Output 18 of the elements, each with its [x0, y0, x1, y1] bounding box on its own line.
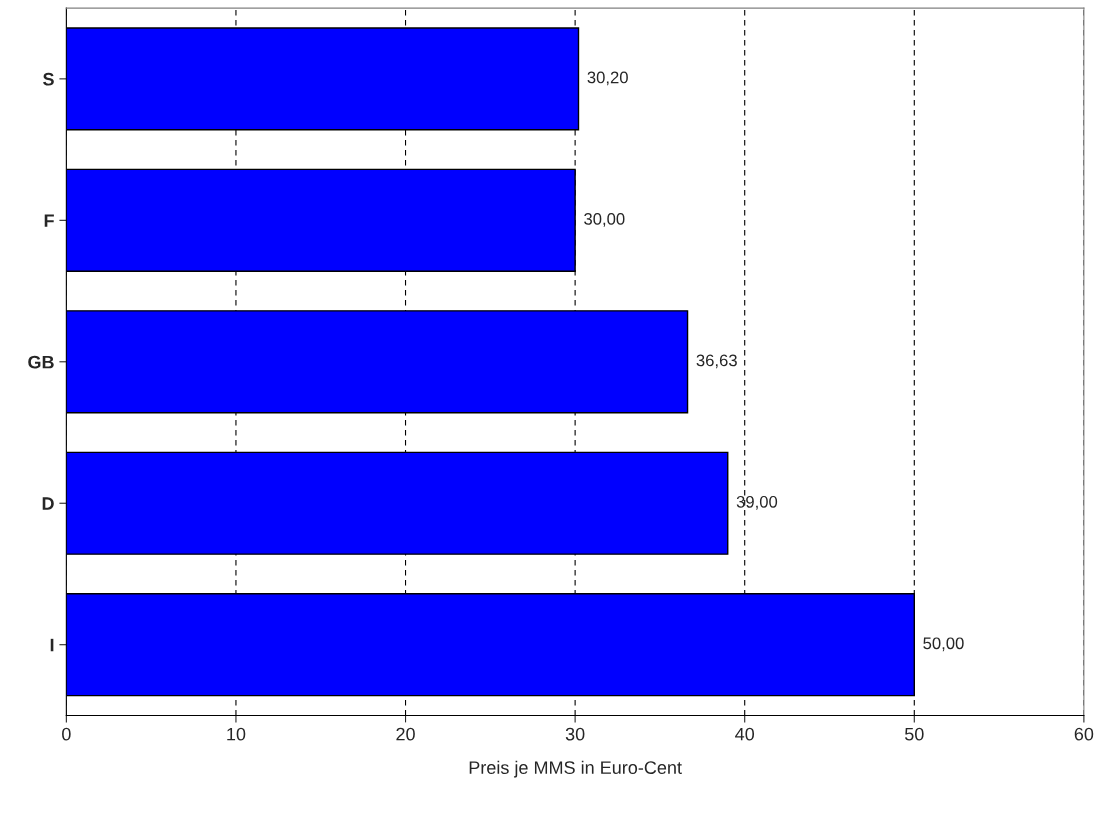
x-tick-label: 0 — [62, 727, 71, 741]
data-label: 39,00 — [736, 495, 778, 510]
y-tick-label: S — [43, 72, 54, 86]
x-axis-title: Preis je MMS in Euro-Cent — [469, 760, 682, 778]
x-tick-label: 30 — [565, 727, 585, 741]
y-tick-label: I — [50, 638, 54, 652]
x-tick-label: 60 — [1074, 727, 1094, 741]
x-tick-label: 50 — [904, 727, 924, 741]
data-label: 36,63 — [696, 354, 737, 369]
x-tick-label: 10 — [227, 727, 246, 741]
y-tick-label: D — [42, 497, 54, 510]
data-label: 50,00 — [923, 637, 964, 652]
x-tick-label: 40 — [735, 727, 755, 741]
data-label: 30,20 — [587, 71, 628, 86]
y-tick-label: F — [44, 214, 54, 227]
y-tick-label: GB — [28, 355, 54, 369]
data-label: 30,00 — [584, 212, 625, 227]
x-tick-label: 20 — [396, 727, 415, 741]
